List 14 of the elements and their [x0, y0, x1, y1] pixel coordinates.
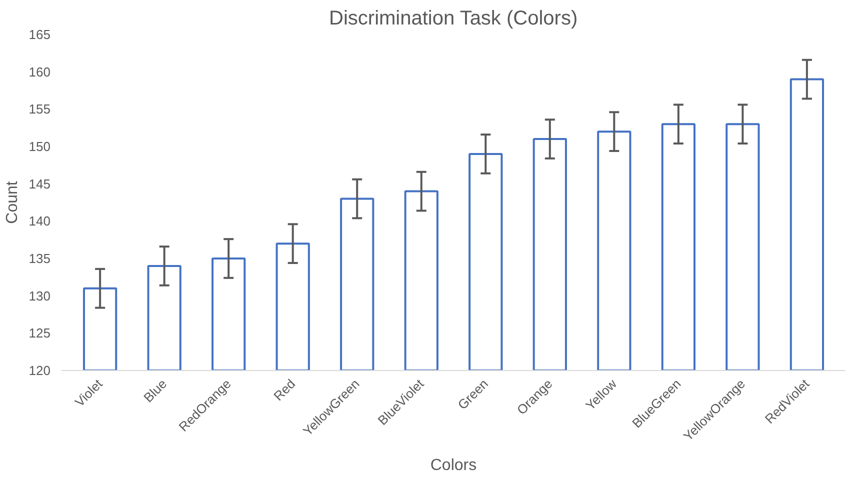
- y-tick-label: 160: [28, 64, 51, 80]
- y-axis-title: Count: [4, 180, 21, 224]
- y-tick-label: 165: [28, 27, 51, 42]
- chart-title: Discrimination Task (Colors): [329, 8, 578, 30]
- y-tick-label: 145: [28, 176, 51, 192]
- x-axis-title: Colors: [430, 456, 477, 474]
- y-tick-label: 150: [28, 139, 51, 154]
- y-tick-label: 140: [28, 214, 51, 229]
- y-tick-label: 130: [28, 288, 51, 304]
- y-tick-label: 125: [28, 326, 51, 341]
- y-tick-label: 155: [28, 102, 51, 117]
- x-tick-label: Blue: [140, 376, 170, 406]
- y-tick-label: 135: [28, 251, 51, 266]
- y-tick-label: 120: [28, 363, 51, 378]
